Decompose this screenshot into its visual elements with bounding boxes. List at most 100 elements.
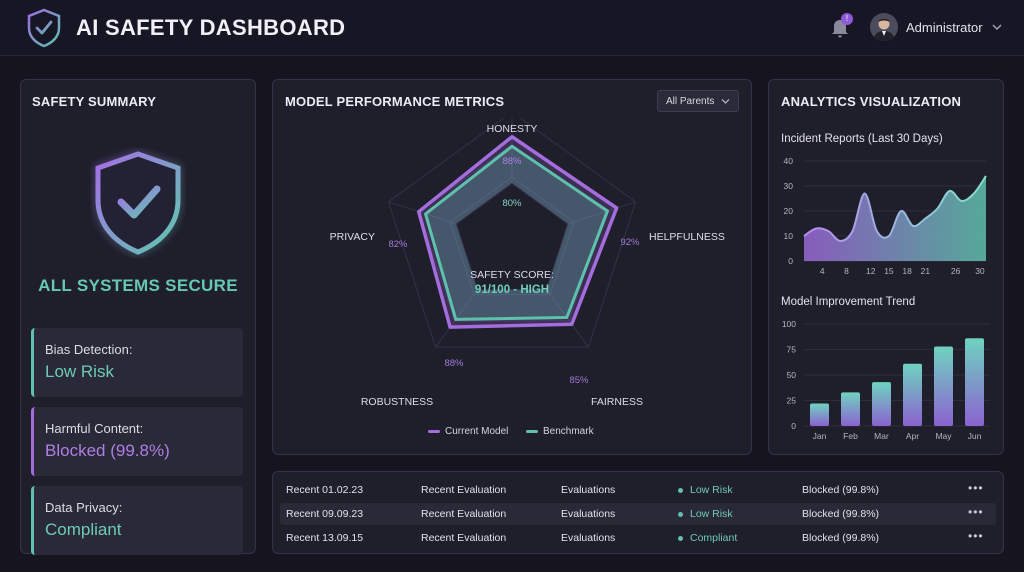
x-tick-label: Apr (906, 431, 919, 441)
more-options-button[interactable]: ••• (968, 505, 984, 519)
incident-line (803, 175, 987, 243)
bias-detection-card: Bias Detection: Low Risk (31, 328, 243, 397)
x-tick-label: 21 (921, 266, 931, 276)
cell-category: Evaluations (561, 484, 616, 496)
legend-swatch (526, 429, 538, 433)
legend-label: Current Model (445, 426, 509, 437)
cell-status: Low Risk (678, 508, 733, 520)
legend-current-model: Current Model (428, 426, 508, 437)
cell-type: Recent Evaluation (421, 532, 507, 544)
x-tick-label: 30 (975, 266, 985, 276)
legend-swatch (428, 429, 440, 433)
cell-type: Recent Evaluation (421, 508, 507, 520)
more-options-button[interactable]: ••• (968, 529, 984, 543)
y-tick-label: 50 (787, 370, 797, 380)
cell-type: Recent Evaluation (421, 484, 507, 496)
notification-badge: ! (841, 13, 853, 25)
table-row[interactable]: Recent 09.09.23 Recent Evaluation Evaluati… (280, 503, 996, 525)
avatar[interactable] (870, 13, 898, 41)
x-tick-label: 8 (844, 266, 849, 276)
radar-axis-label: FAIRNESS (591, 396, 643, 408)
stat-value: Low Risk (45, 362, 114, 381)
radar-axis-label: PRIVACY (330, 231, 375, 243)
x-tick-label: 18 (902, 266, 912, 276)
safety-score-value: 91/100 - HIGH (475, 284, 549, 296)
y-tick-label: 10 (784, 231, 794, 241)
radar-chart: HONESTY HELPFULNESS FAIRNESS ROBUSTNESS PRIV… (330, 118, 725, 408)
cell-category: Evaluations (561, 532, 616, 544)
status-text: Low Risk (690, 508, 733, 520)
chevron-down-icon[interactable] (992, 23, 1002, 31)
safety-score-label: SAFETY SCORE: (470, 269, 554, 281)
radar-value-label: 88% (502, 156, 522, 167)
y-tick-label: 40 (784, 156, 794, 166)
cell-content: Blocked (99.8%) (802, 508, 880, 520)
x-tick-label: May (935, 431, 952, 441)
cell-status: Compliant (678, 532, 737, 544)
stat-label: Bias Detection: (45, 342, 133, 357)
stat-value: Blocked (99.8%) (45, 441, 170, 460)
y-tick-label: 75 (787, 345, 797, 355)
legend-benchmark: Benchmark (526, 426, 594, 437)
radar-value-label: 88% (444, 358, 464, 369)
stat-label: Harmful Content: (45, 421, 144, 436)
cell-status: Low Risk (678, 484, 733, 496)
cell-content: Blocked (99.8%) (802, 532, 880, 544)
incident-area (804, 176, 986, 261)
dropdown-value: All Parents (666, 96, 715, 107)
cell-content: Blocked (99.8%) (802, 484, 880, 496)
y-tick-label: 25 (787, 396, 797, 406)
incident-chart-title: Incident Reports (Last 30 Days) (781, 133, 943, 145)
data-privacy-card: Data Privacy: Compliant (31, 486, 243, 555)
cell-date: Recent 13.09.15 (286, 532, 364, 544)
table-row[interactable]: Recent 01.02.23 Recent Evaluation Evaluati… (280, 479, 996, 501)
stat-value: Compliant (45, 520, 122, 539)
x-tick-label: Feb (843, 431, 858, 441)
harmful-content-card: Harmful Content: Blocked (99.8%) (31, 407, 243, 476)
app-title: AI SAFETY DASHBOARD (76, 15, 346, 40)
y-tick-label: 100 (782, 319, 796, 329)
x-tick-label: 12 (866, 266, 876, 276)
bar-mar (872, 382, 891, 426)
radar-grid-ring (449, 176, 575, 296)
status-text: Compliant (690, 532, 738, 544)
status-dot (678, 511, 683, 517)
bar-apr (903, 363, 922, 426)
model-performance-title: MODEL PERFORMANCE METRICS (285, 94, 505, 109)
table-row[interactable]: Recent 13.09.15 Recent Evaluation Evaluati… (280, 527, 996, 549)
y-tick-label: 0 (791, 421, 796, 431)
radar-value-label: 82% (388, 239, 408, 250)
bar-feb (841, 392, 860, 426)
status-dot (678, 487, 683, 493)
user-name[interactable]: Administrator (906, 20, 983, 35)
cell-category: Evaluations (561, 508, 616, 520)
trend-chart-title: Model Improvement Trend (781, 296, 916, 308)
cell-date: Recent 09.09.23 (286, 508, 364, 520)
y-tick-label: 0 (788, 256, 793, 266)
stat-label: Data Privacy: (45, 500, 123, 515)
radar-axis-label: HELPFULNESS (649, 231, 725, 243)
radar-grid-ring (387, 118, 637, 348)
top-bar: AI SAFETY DASHBOARD ! Administrator (0, 0, 1024, 56)
shield-check-icon (94, 149, 182, 257)
radar-axis-label: ROBUSTNESS (361, 396, 433, 408)
parents-filter-dropdown[interactable]: All Parents (657, 90, 739, 112)
x-tick-label: Mar (874, 431, 889, 441)
radar-center (455, 182, 569, 290)
x-tick-label: 4 (820, 266, 825, 276)
legend-label: Benchmark (543, 426, 594, 437)
x-tick-label: Jan (813, 431, 827, 441)
bar-jun (965, 338, 984, 426)
bar-jan (810, 403, 829, 426)
shield-check-icon (27, 8, 61, 48)
y-tick-label: 20 (784, 206, 794, 216)
more-options-button[interactable]: ••• (968, 481, 984, 495)
trend-bar-chart: 100 75 50 25 0 Jan Feb Mar Apr May Jun (782, 319, 990, 441)
y-tick-label: 30 (784, 181, 794, 191)
x-tick-label: 15 (884, 266, 894, 276)
system-status: ALL SYSTEMS SECURE (38, 276, 238, 295)
safety-summary-title: SAFETY SUMMARY (32, 94, 157, 109)
bar-may (934, 346, 953, 426)
status-dot (678, 535, 683, 541)
radar-value-label: 92% (620, 237, 640, 248)
